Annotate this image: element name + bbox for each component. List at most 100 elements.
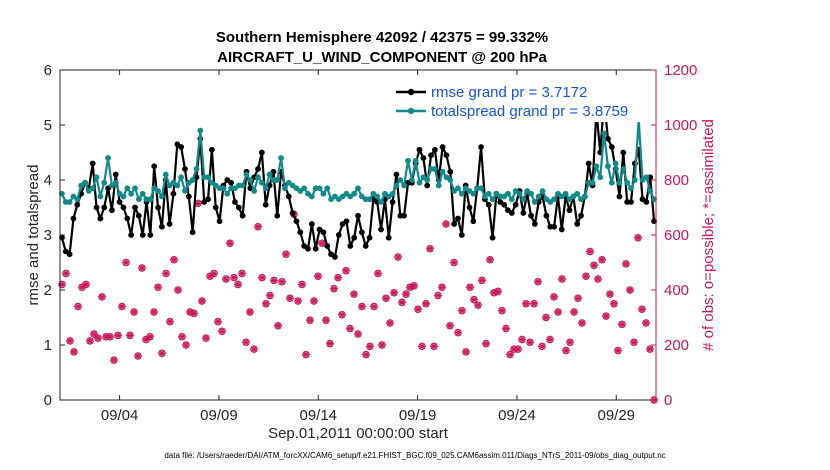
obs-assimilated-marker (254, 222, 262, 231)
totalspread-marker (416, 179, 423, 186)
obs-assimilated-marker (474, 301, 482, 309)
rmse-marker (185, 193, 192, 200)
totalspread-marker (412, 157, 419, 164)
obs-assimilated-marker (298, 280, 306, 289)
rmse-marker (566, 207, 573, 214)
obs-assimilated-marker (486, 255, 494, 264)
totalspread-marker (439, 168, 446, 175)
obs-assimilated-marker (190, 309, 198, 318)
y-tick-left-label: 0 (44, 392, 52, 409)
rmse-marker (258, 149, 265, 156)
rmse-marker (112, 171, 119, 178)
totalspread-marker (478, 185, 484, 192)
totalspread-marker (389, 190, 396, 197)
totalspread-marker (516, 190, 523, 197)
obs-assimilated-marker (542, 313, 550, 322)
rmse-marker (628, 199, 634, 205)
obs-assimilated-marker (598, 255, 606, 264)
data-file-footer: data file: /Users/raeder/DAI/ATM_forcXX/… (164, 451, 665, 460)
totalspread-marker (470, 190, 477, 197)
y-axis-label-left: rmse and totalspread (25, 165, 42, 306)
rmse-marker (605, 135, 611, 142)
y-axis-label-right: # of obs: o=possible; *=assimilated (700, 119, 717, 351)
rmse-marker (166, 221, 173, 227)
rmse-marker (89, 160, 96, 167)
totalspread-marker (620, 166, 627, 172)
totalspread-marker (551, 196, 558, 203)
rmse-marker (489, 234, 496, 241)
obs-assimilated-marker (266, 291, 274, 300)
obs-assimilated-marker (286, 294, 294, 303)
obs-assimilated-marker (510, 345, 518, 353)
rmse-marker (255, 166, 261, 172)
totalspread-marker (301, 185, 308, 192)
rmse-marker (128, 232, 135, 238)
rmse-marker (70, 215, 77, 222)
x-tick-label: 09/04 (101, 407, 139, 424)
obs-assimilated-marker (446, 321, 454, 330)
x-axis-label: Sep.01,2011 00:00:00 start (268, 425, 449, 442)
rmse-marker (585, 160, 592, 167)
obs-assimilated-marker (354, 330, 362, 338)
totalspread-marker (405, 157, 411, 164)
obs-assimilated-marker (138, 264, 146, 272)
obs-assimilated-marker (270, 276, 278, 285)
legend-label-rmse: rmse grand pr = 3.7172 (431, 84, 587, 101)
obs-assimilated-marker (550, 293, 558, 301)
obs-assimilated-marker (346, 324, 354, 333)
obs-assimilated-marker (210, 269, 218, 278)
totalspread-marker (247, 177, 254, 183)
obs-assimilated-marker (98, 293, 106, 301)
plot-area (60, 70, 656, 400)
totalspread-marker (539, 188, 546, 194)
rmse-marker (620, 149, 627, 156)
totalspread-marker (408, 177, 415, 183)
rmse-marker (109, 207, 115, 214)
rmse-marker (293, 218, 300, 225)
obs-assimilated-marker (602, 312, 610, 320)
rmse-marker (139, 232, 146, 238)
obs-assimilated-marker (362, 350, 370, 359)
obs-assimilated-marker (614, 346, 622, 355)
totalspread-marker (255, 174, 261, 181)
y-tick-left-label: 2 (44, 282, 52, 299)
totalspread-marker (593, 163, 600, 170)
obs-assimilated-marker (106, 332, 114, 341)
chart-title-line1: Southern Hemisphere 42092 / 42375 = 99.3… (216, 29, 548, 46)
y-tick-left-label: 1 (44, 337, 52, 354)
obs-assimilated-marker (502, 324, 510, 333)
rmse-marker (455, 215, 461, 222)
rmse-marker (432, 146, 438, 153)
obs-assimilated-marker (118, 302, 126, 311)
totalspread-marker (505, 190, 511, 197)
rmse-marker (135, 212, 142, 219)
obs-assimilated-marker (74, 302, 82, 311)
totalspread-marker (93, 174, 100, 181)
obs-assimilated-marker (158, 349, 166, 358)
rmse-marker (239, 212, 246, 219)
obs-assimilated-marker (326, 339, 334, 348)
y-tick-right-label: 1200 (664, 62, 697, 79)
totalspread-marker (97, 193, 104, 200)
obs-assimilated-marker (310, 297, 318, 305)
obs-assimilated-marker (194, 199, 202, 208)
obs-assimilated-marker (366, 342, 374, 351)
rmse-marker (312, 245, 319, 252)
obs-assimilated-marker (498, 306, 506, 315)
obs-assimilated-marker (422, 299, 430, 308)
y-tick-left-label: 4 (44, 172, 52, 189)
obs-assimilated-marker (514, 345, 522, 353)
totalspread-marker (447, 177, 454, 183)
obs-assimilated-marker (198, 297, 206, 305)
obs-assimilated-marker (278, 277, 286, 286)
obs-assimilated-marker (130, 308, 138, 316)
totalspread-marker (574, 190, 581, 197)
obs-assimilated-marker (390, 288, 398, 297)
obs-assimilated-marker (506, 350, 514, 359)
rmse-marker (401, 212, 408, 219)
totalspread-marker (589, 179, 596, 186)
obs-assimilated-marker (226, 239, 234, 248)
obs-assimilated-marker (334, 273, 342, 282)
totalspread-marker (89, 185, 96, 192)
totalspread-marker (520, 196, 527, 203)
